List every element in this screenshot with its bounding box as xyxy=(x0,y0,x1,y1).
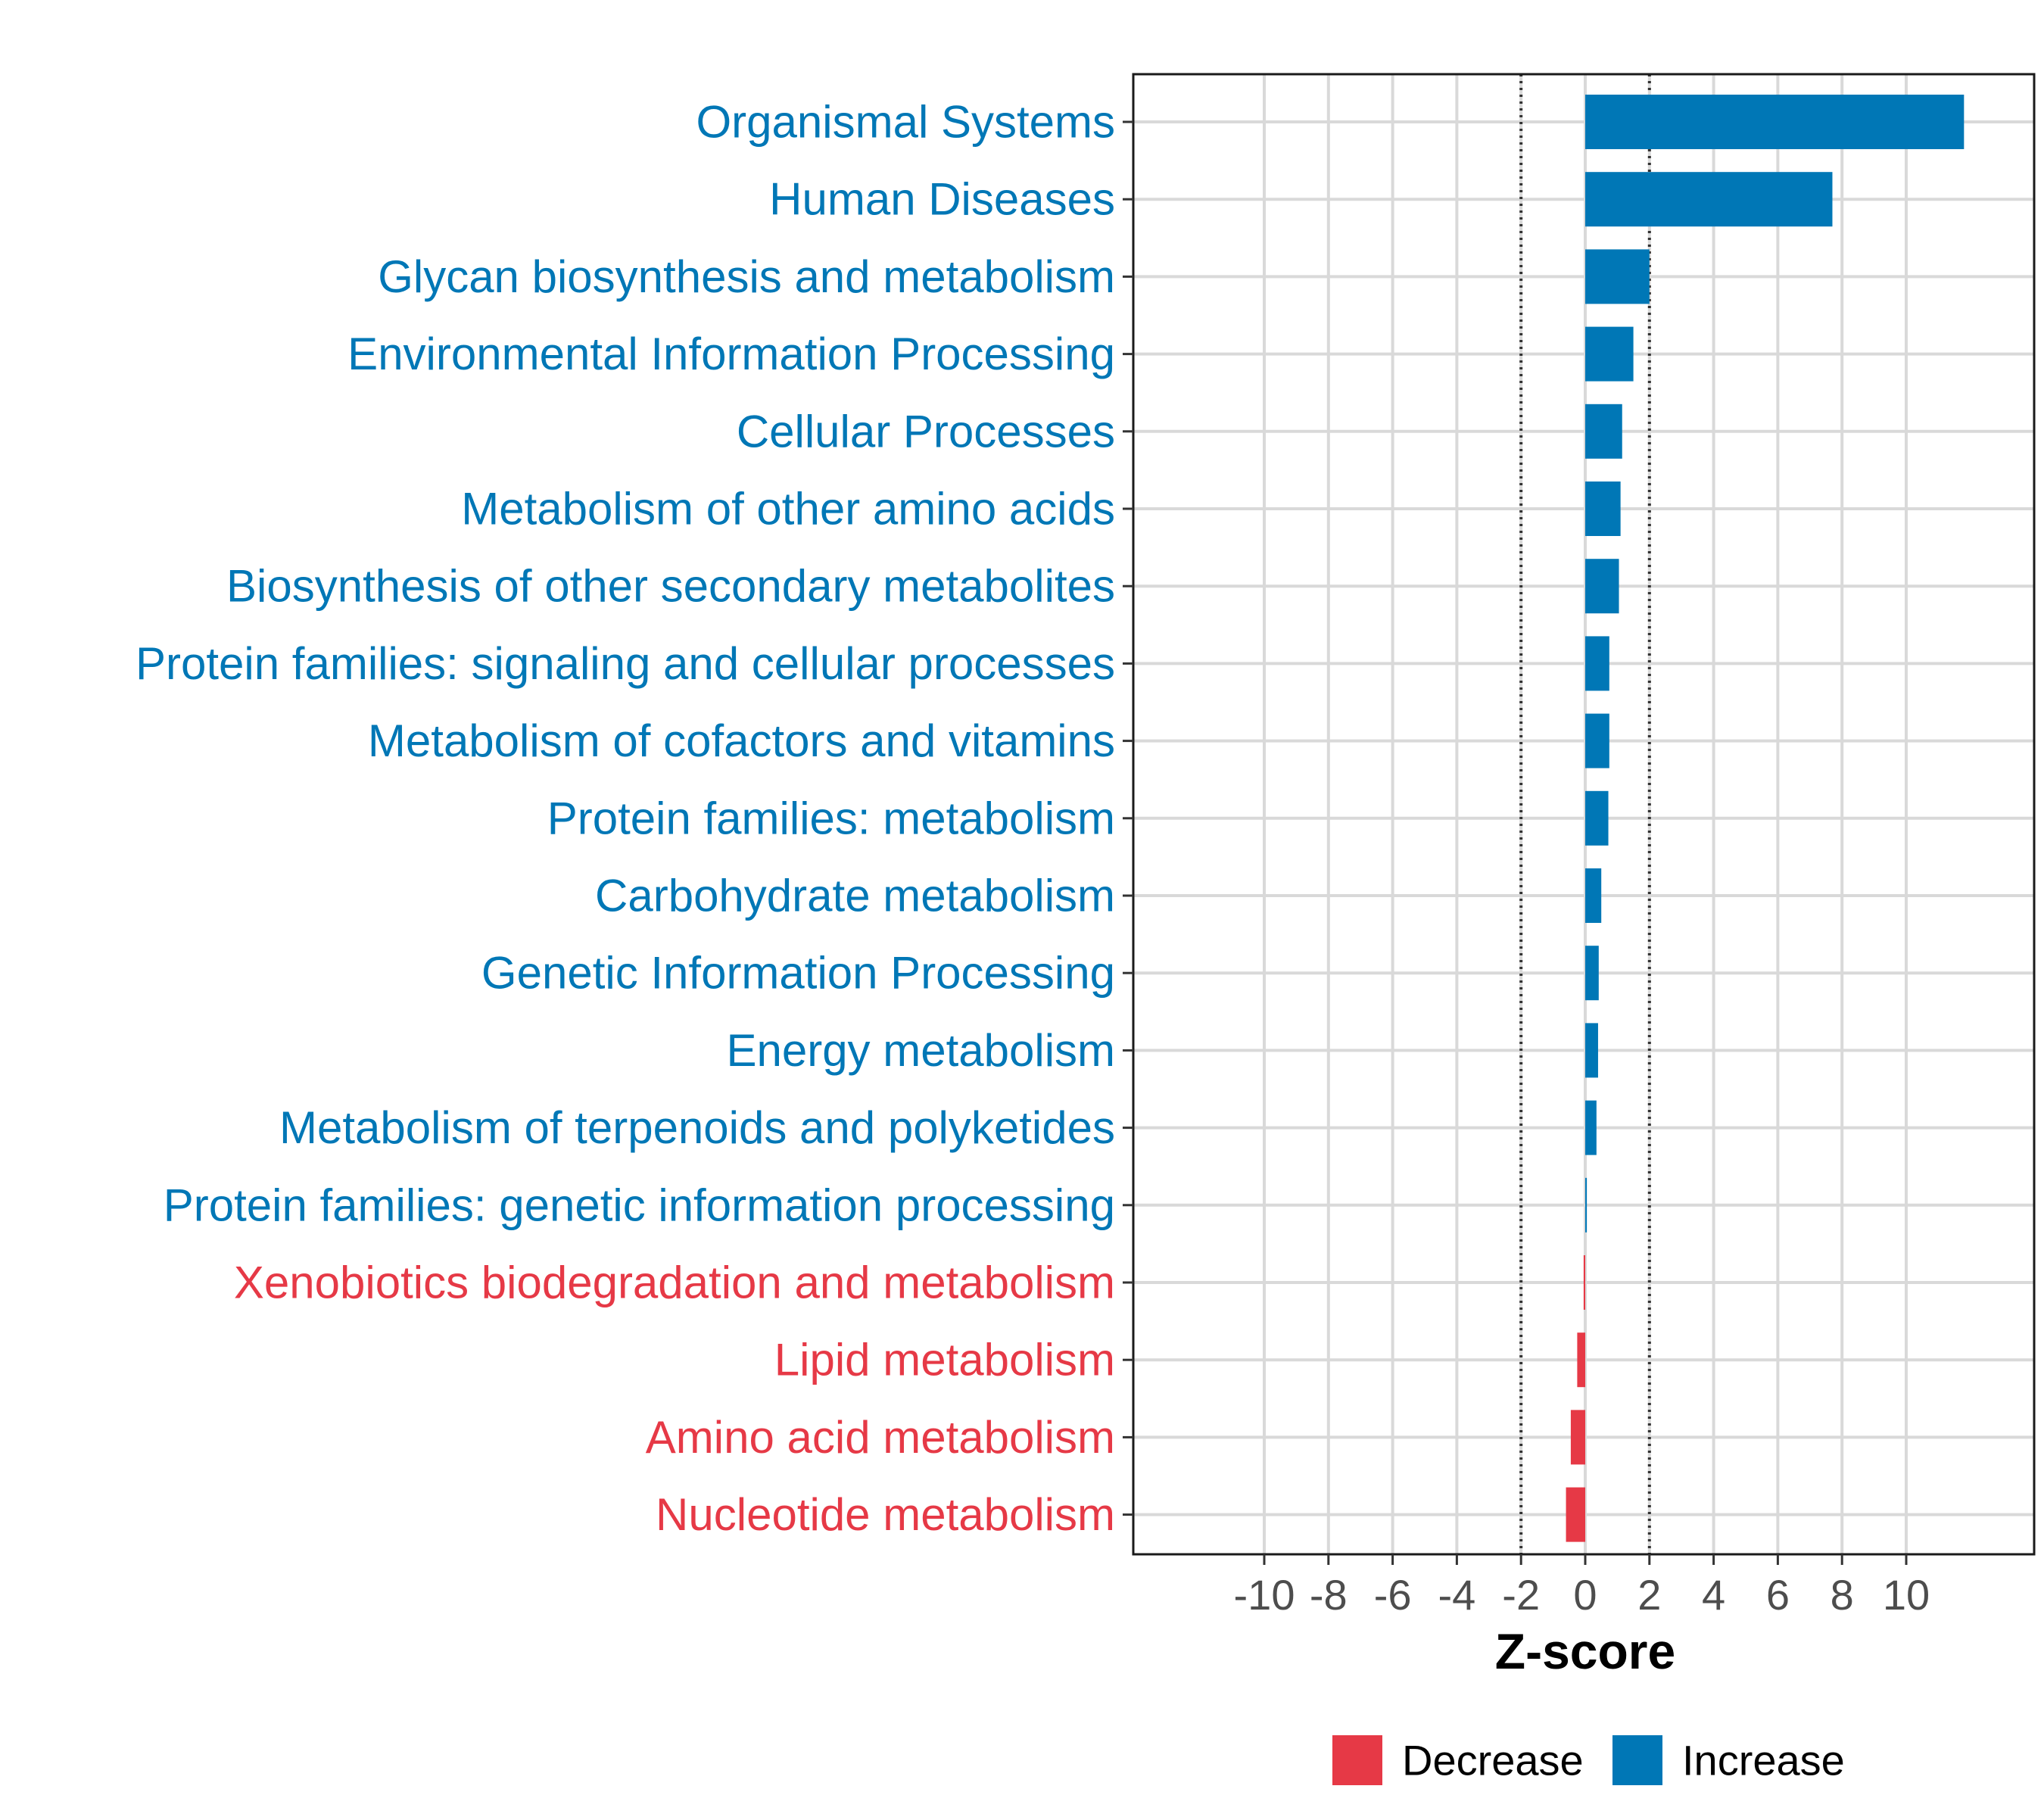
category-label: Nucleotide metabolism xyxy=(656,1489,1115,1540)
x-tick-label: 8 xyxy=(1831,1571,1854,1619)
category-label: Organismal Systems xyxy=(696,97,1115,148)
x-tick-label: -6 xyxy=(1374,1571,1412,1619)
x-tick-label: -2 xyxy=(1502,1571,1540,1619)
plot-panel-border xyxy=(1132,73,2036,1556)
y-axis-labels: Organismal Systems Human Diseases Glycan b… xyxy=(136,97,1115,1541)
bar xyxy=(1585,326,1634,382)
bar xyxy=(1585,95,1965,149)
reference-lines xyxy=(1519,74,1651,1554)
bar xyxy=(1585,1100,1597,1155)
category-label: Glycan biosynthesis and metabolism xyxy=(378,251,1115,302)
x-tick-label: -8 xyxy=(1310,1571,1348,1619)
category-label: Biosynthesis of other secondary metaboli… xyxy=(226,561,1115,612)
bar xyxy=(1585,172,1833,227)
category-label: Protein families: signaling and cellular… xyxy=(136,638,1115,689)
category-label: Metabolism of cofactors and vitamins xyxy=(368,715,1115,766)
bar xyxy=(1566,1487,1585,1542)
category-label: Amino acid metabolism xyxy=(646,1412,1115,1463)
legend-label: Decrease xyxy=(1402,1737,1584,1784)
bar xyxy=(1585,1177,1588,1233)
y-axis-ticks xyxy=(1123,120,1133,1516)
bar xyxy=(1585,636,1609,691)
category-label: Metabolism of other amino acids xyxy=(461,484,1115,535)
category-label: Carbohydrate metabolism xyxy=(595,871,1115,921)
category-label: Cellular Processes xyxy=(737,406,1115,457)
category-label: Lipid metabolism xyxy=(774,1335,1115,1385)
bar xyxy=(1585,868,1602,923)
category-label: Energy metabolism xyxy=(726,1025,1115,1076)
bar xyxy=(1570,1410,1585,1465)
bar xyxy=(1583,1255,1585,1310)
legend: Decrease Increase xyxy=(1332,1735,1845,1785)
category-label: Environmental Information Processing xyxy=(347,329,1115,379)
x-tick-label: -4 xyxy=(1438,1571,1476,1619)
legend-label: Increase xyxy=(1682,1737,1845,1784)
legend-key xyxy=(1332,1735,1382,1785)
x-tick-label: 10 xyxy=(1883,1571,1930,1619)
category-label: Metabolism of terpenoids and polyketides xyxy=(279,1102,1115,1153)
bars xyxy=(1566,95,1965,1542)
bar xyxy=(1585,404,1622,459)
category-label: Protein families: metabolism xyxy=(547,793,1115,843)
category-label: Xenobiotics biodegradation and metabolis… xyxy=(234,1258,1115,1308)
bar xyxy=(1585,249,1650,304)
grid xyxy=(1133,74,2034,1554)
bar xyxy=(1585,946,1599,1001)
x-tick-label: 6 xyxy=(1766,1571,1790,1619)
x-tick-label: 0 xyxy=(1573,1571,1597,1619)
x-axis-title: Z-score xyxy=(1495,1623,1675,1679)
x-tick-label: 2 xyxy=(1637,1571,1661,1619)
bar xyxy=(1585,790,1609,846)
bar xyxy=(1585,559,1619,614)
x-tick-label: -10 xyxy=(1234,1571,1295,1619)
bar xyxy=(1577,1332,1585,1388)
bar xyxy=(1585,713,1609,768)
bar xyxy=(1585,482,1621,536)
category-label: Protein families: genetic information pr… xyxy=(164,1180,1115,1230)
category-label: Human Diseases xyxy=(769,174,1115,225)
bar xyxy=(1585,1023,1598,1078)
category-label: Genetic Information Processing xyxy=(481,948,1115,999)
legend-key xyxy=(1612,1735,1662,1785)
x-axis-ticks: -10 -8 -6 -4 -2 0 2 4 6 8 10 xyxy=(1234,1554,1930,1619)
x-tick-label: 4 xyxy=(1702,1571,1725,1619)
